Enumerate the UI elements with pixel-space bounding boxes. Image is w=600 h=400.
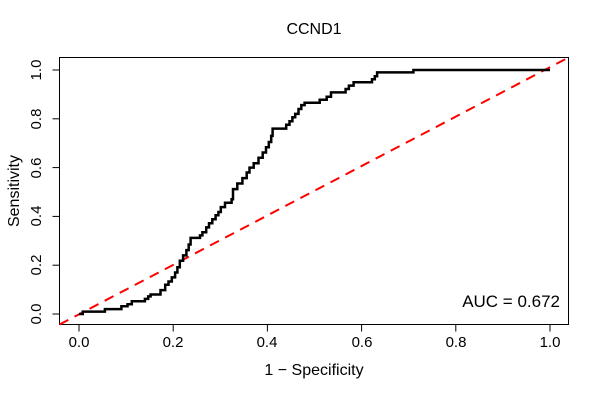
roc-curve-line <box>79 68 550 316</box>
x-tick-label: 0.6 <box>351 334 373 351</box>
chance-diagonal-line <box>59 56 569 326</box>
x-tick-label: 1.0 <box>539 334 561 351</box>
plot-box <box>59 57 569 325</box>
y-tick-label: 0.8 <box>28 108 45 130</box>
auc-annotation: AUC = 0.672 <box>462 292 560 311</box>
y-tick-label: 0.0 <box>28 303 45 325</box>
y-tick-label: 0.4 <box>28 205 45 227</box>
x-tick-label: 0.8 <box>445 334 467 351</box>
y-axis-label: Sensitivity <box>6 154 23 228</box>
chart-title: CCND1 <box>286 21 342 38</box>
y-tick-label: 1.0 <box>28 59 45 81</box>
x-tick-label: 0.4 <box>256 334 278 351</box>
x-axis-label: 1 − Specificity <box>264 362 364 379</box>
y-tick-label: 0.2 <box>28 254 45 276</box>
x-tick-label: 0.2 <box>162 334 184 351</box>
y-tick-label: 0.6 <box>28 157 45 179</box>
x-tick-label: 0.0 <box>68 334 90 351</box>
